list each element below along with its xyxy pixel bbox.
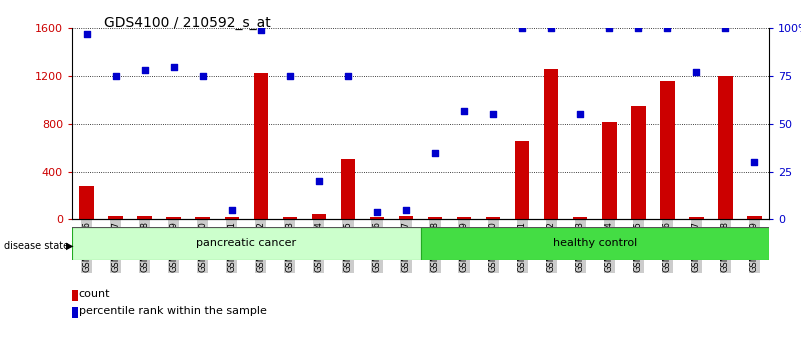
Text: count: count xyxy=(78,289,111,299)
Point xyxy=(487,112,500,117)
Point xyxy=(284,73,296,79)
Bar xyxy=(486,217,501,219)
Point xyxy=(748,159,761,165)
Bar xyxy=(167,217,181,219)
Point xyxy=(196,73,209,79)
Bar xyxy=(283,217,297,219)
Point xyxy=(400,207,413,213)
Bar xyxy=(399,216,413,219)
Point xyxy=(341,73,354,79)
Bar xyxy=(224,217,239,219)
Point xyxy=(574,112,586,117)
Point xyxy=(516,25,529,31)
Bar xyxy=(457,217,471,219)
Bar xyxy=(72,227,421,260)
Bar xyxy=(573,217,587,219)
Bar xyxy=(254,73,268,219)
Text: pancreatic cancer: pancreatic cancer xyxy=(196,238,296,249)
Bar xyxy=(370,217,384,219)
Point xyxy=(690,69,702,75)
Bar xyxy=(631,106,646,219)
Text: healthy control: healthy control xyxy=(553,238,637,249)
Point xyxy=(139,68,151,73)
Text: disease state: disease state xyxy=(4,241,69,251)
Point xyxy=(429,150,441,155)
Point xyxy=(719,25,732,31)
Text: GDS4100 / 210592_s_at: GDS4100 / 210592_s_at xyxy=(104,16,271,30)
Point xyxy=(603,25,616,31)
Bar xyxy=(421,227,769,260)
Text: ▶: ▶ xyxy=(66,241,73,251)
Bar xyxy=(689,217,703,219)
Point xyxy=(632,25,645,31)
Bar xyxy=(138,217,152,219)
Point xyxy=(255,27,268,33)
Bar xyxy=(340,159,355,219)
Point xyxy=(371,209,384,215)
Point xyxy=(545,25,557,31)
Point xyxy=(457,108,470,113)
Bar xyxy=(718,76,733,219)
Bar xyxy=(747,216,762,219)
Bar xyxy=(544,69,558,219)
Point xyxy=(167,64,180,69)
Bar xyxy=(79,186,94,219)
Point xyxy=(80,31,93,37)
Bar xyxy=(195,217,210,219)
Bar xyxy=(428,217,442,219)
Text: percentile rank within the sample: percentile rank within the sample xyxy=(78,306,267,316)
Bar xyxy=(515,141,529,219)
Point xyxy=(661,25,674,31)
Point xyxy=(312,178,325,184)
Bar xyxy=(602,121,617,219)
Bar xyxy=(108,216,123,219)
Point xyxy=(225,207,238,213)
Bar xyxy=(660,81,674,219)
Bar xyxy=(312,213,326,219)
Point xyxy=(109,73,122,79)
